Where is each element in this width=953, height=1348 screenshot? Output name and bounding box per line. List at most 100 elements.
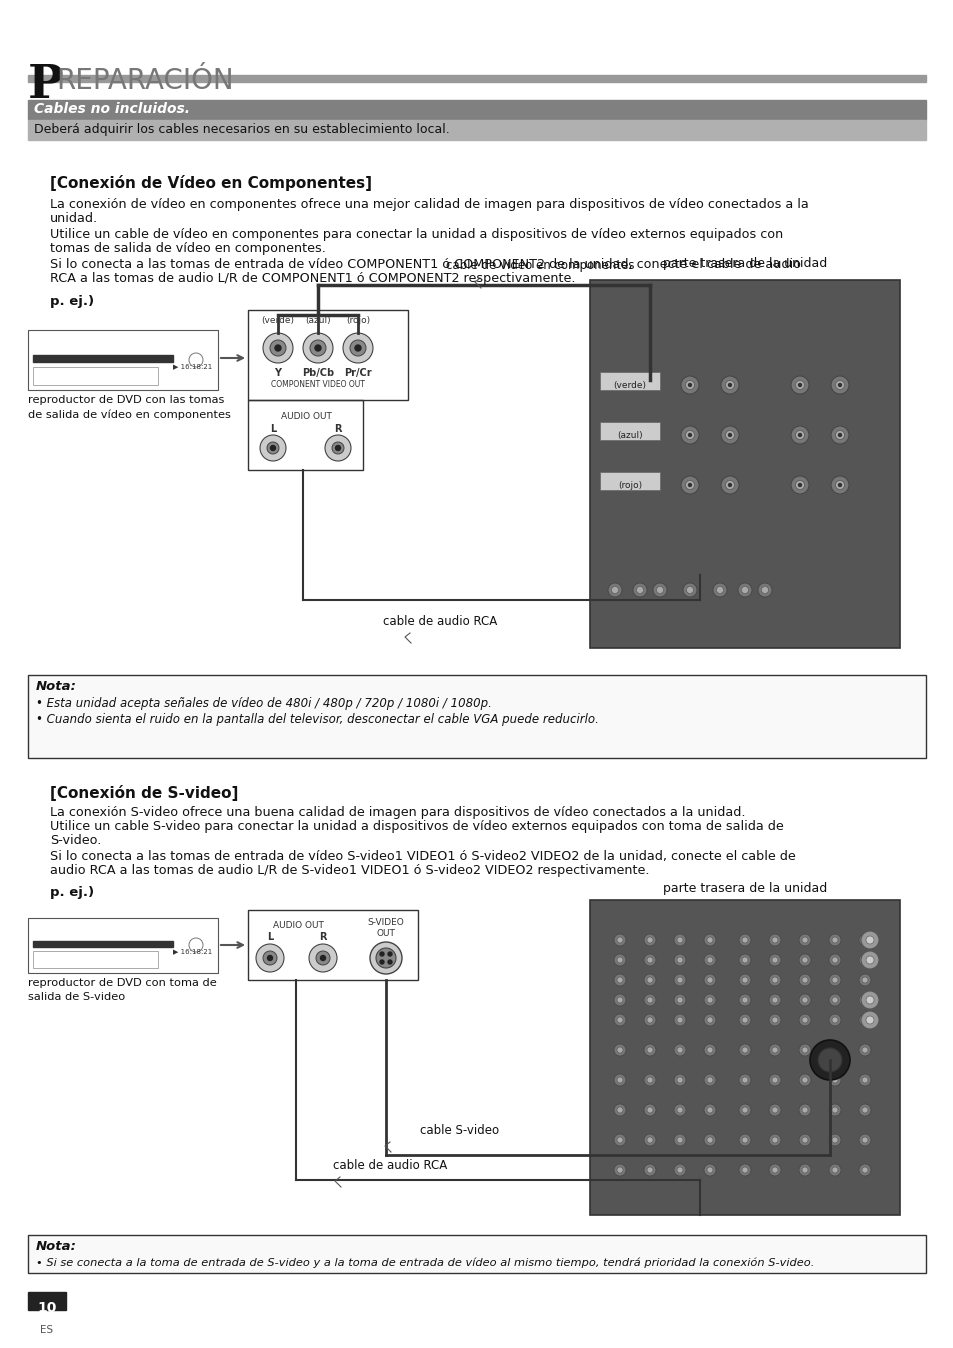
Circle shape <box>739 954 750 967</box>
Circle shape <box>703 1134 716 1146</box>
Circle shape <box>646 1167 652 1173</box>
Circle shape <box>858 954 870 967</box>
Circle shape <box>801 998 807 1003</box>
Circle shape <box>862 1167 867 1173</box>
Circle shape <box>720 476 739 493</box>
Circle shape <box>617 977 622 983</box>
Text: RCA a las tomas de audio L/R de COMPONENT1 ó COMPONENT2 respectivamente.: RCA a las tomas de audio L/R de COMPONEN… <box>50 272 575 284</box>
Text: tomas de salida de vídeo en componentes.: tomas de salida de vídeo en componentes. <box>50 243 326 255</box>
Text: Utilice un cable S-video para conectar la unidad a dispositivos de vídeo externo: Utilice un cable S-video para conectar l… <box>50 820 783 833</box>
Circle shape <box>739 1074 750 1086</box>
Circle shape <box>768 1043 781 1055</box>
Circle shape <box>343 333 373 363</box>
Circle shape <box>617 1047 622 1053</box>
Circle shape <box>858 1043 870 1055</box>
Circle shape <box>617 1136 622 1143</box>
Circle shape <box>260 435 286 461</box>
Circle shape <box>614 993 625 1006</box>
Circle shape <box>688 434 691 437</box>
Circle shape <box>633 582 646 597</box>
Circle shape <box>858 934 870 946</box>
Circle shape <box>831 1136 837 1143</box>
Circle shape <box>643 934 656 946</box>
Circle shape <box>643 954 656 967</box>
Bar <box>248 400 363 470</box>
Bar <box>33 950 158 968</box>
Text: cable de audio RCA: cable de audio RCA <box>333 1159 447 1171</box>
Circle shape <box>656 586 662 593</box>
Circle shape <box>706 977 712 983</box>
Circle shape <box>728 383 731 387</box>
Circle shape <box>799 1074 810 1086</box>
Bar <box>28 330 218 390</box>
Circle shape <box>617 937 622 944</box>
Circle shape <box>614 1104 625 1116</box>
Circle shape <box>739 993 750 1006</box>
Circle shape <box>858 1014 870 1026</box>
Circle shape <box>728 434 731 437</box>
Text: reproductor de DVD con las tomas: reproductor de DVD con las tomas <box>28 395 224 404</box>
Circle shape <box>861 950 878 969</box>
Circle shape <box>771 1167 778 1173</box>
Circle shape <box>831 1016 837 1023</box>
Text: de salida de vídeo en componentes: de salida de vídeo en componentes <box>28 408 231 419</box>
Circle shape <box>267 442 278 454</box>
Text: L: L <box>267 931 273 942</box>
Circle shape <box>652 582 666 597</box>
Circle shape <box>798 484 801 487</box>
Circle shape <box>310 340 326 356</box>
Circle shape <box>706 957 712 962</box>
Circle shape <box>617 1107 622 1113</box>
Circle shape <box>799 1104 810 1116</box>
Circle shape <box>673 1014 685 1026</box>
Circle shape <box>739 1043 750 1055</box>
Circle shape <box>831 1047 837 1053</box>
Circle shape <box>835 380 843 390</box>
Text: p. ej.): p. ej.) <box>50 295 94 307</box>
Text: unidad.: unidad. <box>50 212 98 225</box>
Circle shape <box>828 954 841 967</box>
Circle shape <box>865 936 873 944</box>
Bar <box>589 280 899 648</box>
Circle shape <box>831 1167 837 1173</box>
Circle shape <box>831 957 837 962</box>
Circle shape <box>801 1047 807 1053</box>
Circle shape <box>677 957 682 962</box>
Circle shape <box>617 1016 622 1023</box>
Circle shape <box>643 1014 656 1026</box>
Circle shape <box>741 977 747 983</box>
Circle shape <box>680 426 699 443</box>
Circle shape <box>614 1165 625 1175</box>
Circle shape <box>643 1165 656 1175</box>
Circle shape <box>685 430 694 439</box>
Circle shape <box>828 1074 841 1086</box>
Circle shape <box>617 998 622 1003</box>
Circle shape <box>680 476 699 493</box>
Circle shape <box>801 937 807 944</box>
Circle shape <box>741 1047 747 1053</box>
Circle shape <box>830 476 848 493</box>
Circle shape <box>673 1043 685 1055</box>
Circle shape <box>799 975 810 985</box>
Circle shape <box>677 977 682 983</box>
Text: Utilice un cable de vídeo en componentes para conectar la unidad a dispositivos : Utilice un cable de vídeo en componentes… <box>50 228 782 241</box>
Text: salida de S-video: salida de S-video <box>28 992 125 1002</box>
Text: COMPONENT VIDEO OUT: COMPONENT VIDEO OUT <box>271 380 365 390</box>
Circle shape <box>771 937 778 944</box>
Circle shape <box>706 1016 712 1023</box>
Circle shape <box>838 383 841 387</box>
Circle shape <box>703 1165 716 1175</box>
Circle shape <box>771 998 778 1003</box>
Circle shape <box>688 484 691 487</box>
Circle shape <box>768 954 781 967</box>
Text: La conexión de vídeo en componentes ofrece una mejor calidad de imagen para disp: La conexión de vídeo en componentes ofre… <box>50 198 808 212</box>
Circle shape <box>263 333 293 363</box>
Circle shape <box>741 1077 747 1082</box>
Text: parte trasera de la unidad: parte trasera de la unidad <box>662 882 826 895</box>
Circle shape <box>703 1014 716 1026</box>
Circle shape <box>677 1167 682 1173</box>
Circle shape <box>646 1136 652 1143</box>
Circle shape <box>801 1016 807 1023</box>
Text: (verde): (verde) <box>613 381 646 390</box>
Circle shape <box>862 998 867 1003</box>
